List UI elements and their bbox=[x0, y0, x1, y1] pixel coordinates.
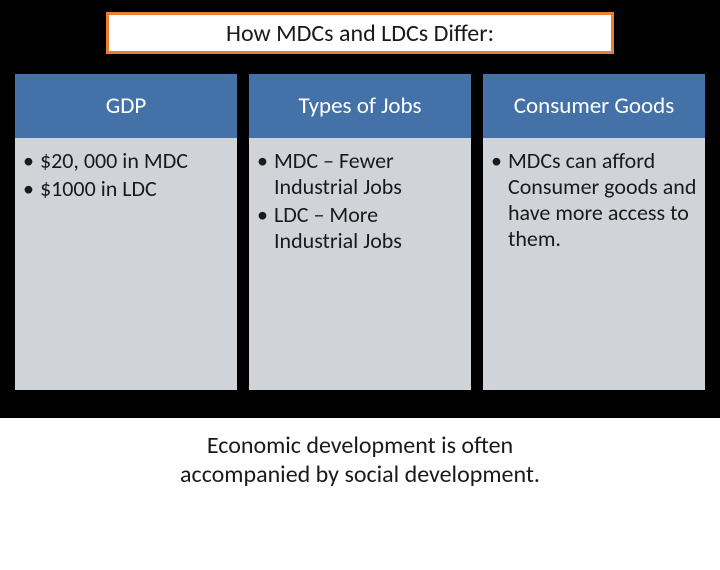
column-gdp: GDP • $20, 000 in MDC • $1000 in LDC bbox=[15, 74, 237, 390]
column-header-text: Consumer Goods bbox=[514, 93, 674, 119]
column-jobs: Types of Jobs • MDC – Fewer Industrial J… bbox=[249, 74, 471, 390]
bullet-icon: • bbox=[257, 148, 268, 200]
bullet-text: $20, 000 in MDC bbox=[40, 148, 229, 174]
footer-line-1: Economic development is often bbox=[0, 432, 720, 461]
column-header: Consumer Goods bbox=[483, 74, 705, 138]
bullet-text: LDC – More Industrial Jobs bbox=[274, 202, 463, 254]
bullet-item: • $1000 in LDC bbox=[23, 176, 229, 202]
column-body: • MDC – Fewer Industrial Jobs • LDC – Mo… bbox=[249, 138, 471, 390]
columns-container: GDP • $20, 000 in MDC • $1000 in LDC Typ… bbox=[15, 74, 705, 390]
column-body: • MDCs can afford Consumer goods and hav… bbox=[483, 138, 705, 390]
footer-line-2: accompanied by social development. bbox=[0, 461, 720, 490]
bullet-item: • MDC – Fewer Industrial Jobs bbox=[257, 148, 463, 200]
bullet-item: • $20, 000 in MDC bbox=[23, 148, 229, 174]
bullet-text: MDCs can afford Consumer goods and have … bbox=[508, 148, 697, 252]
column-header: GDP bbox=[15, 74, 237, 138]
title-bar: How MDCs and LDCs Differ: bbox=[106, 12, 614, 54]
title-text: How MDCs and LDCs Differ: bbox=[226, 19, 494, 48]
column-header: Types of Jobs bbox=[249, 74, 471, 138]
footer: Economic development is often accompanie… bbox=[0, 418, 720, 570]
bullet-icon: • bbox=[23, 176, 34, 202]
column-goods: Consumer Goods • MDCs can afford Consume… bbox=[483, 74, 705, 390]
bullet-icon: • bbox=[491, 148, 502, 252]
bullet-item: • LDC – More Industrial Jobs bbox=[257, 202, 463, 254]
bullet-text: MDC – Fewer Industrial Jobs bbox=[274, 148, 463, 200]
bullet-icon: • bbox=[23, 148, 34, 174]
column-body: • $20, 000 in MDC • $1000 in LDC bbox=[15, 138, 237, 390]
bullet-text: $1000 in LDC bbox=[40, 176, 229, 202]
bullet-icon: • bbox=[257, 202, 268, 254]
bullet-item: • MDCs can afford Consumer goods and hav… bbox=[491, 148, 697, 252]
